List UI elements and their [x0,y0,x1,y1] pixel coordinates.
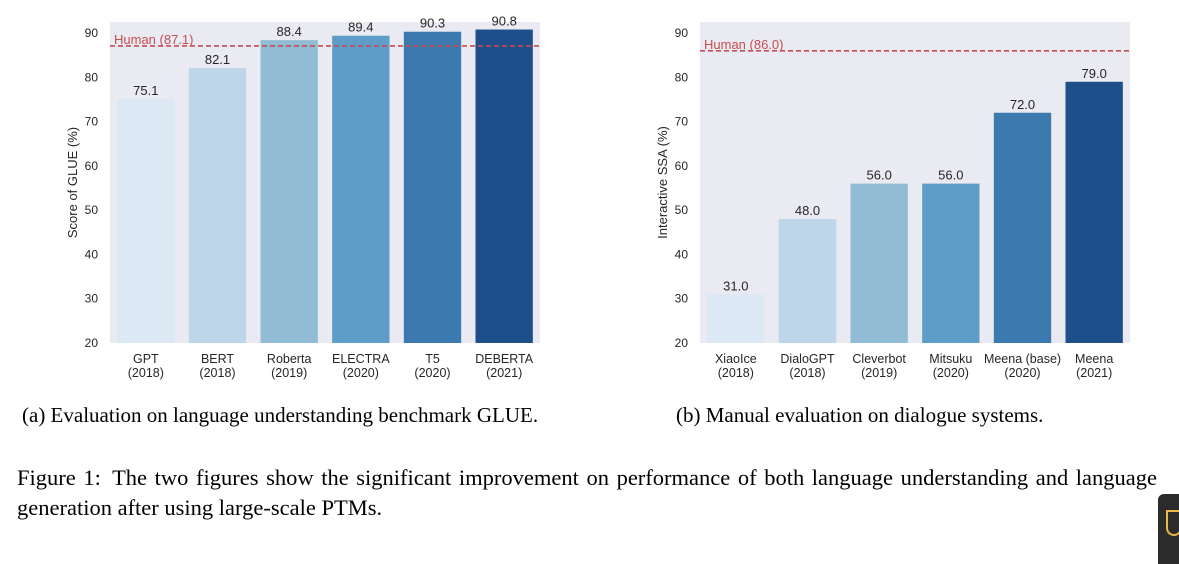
chart1-y-tick-label: 70 [675,115,689,129]
chart1-y-tick-label: 40 [675,247,689,261]
chart1-x-tick-label: DialoGPT [780,352,835,366]
figure-caption: Figure 1: The two figures show the signi… [17,463,1157,523]
chart1-bar-value-label: 31.0 [723,278,748,293]
chart0-bar-value-label: 90.3 [420,16,445,31]
chart1-bar [922,183,980,343]
chart0-bar-value-label: 88.4 [277,24,302,39]
figure-label: Figure 1: [17,465,101,490]
chart1-x-tick-label: Mitsuku [929,352,972,366]
chart1-y-tick-label: 50 [675,203,689,217]
chart0-y-tick-label: 20 [85,336,99,350]
ssa-bar-chart: 20 30 40 50 60 70 80 90 Interactive SSA (%) 31.0 X… [655,22,1130,380]
chart1-y-tick-label: 20 [675,336,689,350]
chart0-bar-value-label: 75.1 [133,83,158,98]
chart0-x-tick-year: (2020) [414,366,450,380]
chart1-bar [778,219,837,343]
chart1-bar-value-label: 79.0 [1082,66,1107,81]
figure-caption-text: The two figures show the significant imp… [17,465,1158,520]
chart1-x-tick-label: Cleverbot [852,352,906,366]
chart0-x-tick-year: (2018) [199,366,235,380]
chart0-x-tick-label: ELECTRA [332,352,390,366]
chart0-y-tick-label: 40 [85,247,99,261]
chart1-y-tick-label: 30 [675,292,689,306]
chart1-bar-value-label: 56.0 [938,168,963,183]
chart1-x-tick-year: (2020) [1004,366,1040,380]
chart1-y-tick-label: 80 [675,70,689,84]
chart0-plot-area [110,22,540,343]
chart0-y-tick-label: 70 [85,115,99,129]
chart0-x-tick-year: (2021) [486,366,522,380]
chart1-x-tick-year: (2018) [718,366,754,380]
chart1-bar-value-label: 56.0 [867,168,892,183]
shield-icon [1166,510,1179,536]
chart0-y-axis-label: Score of GLUE (%) [65,127,80,238]
chart0-x-tick-label: T5 [425,352,440,366]
glue-bar-chart: 20 30 40 50 60 70 80 90 Score of GLUE (%) 75.1 GPT… [65,14,540,380]
chart0-x-tick-year: (2020) [343,366,379,380]
chart1-bar-value-label: 72.0 [1010,97,1035,112]
chart1-y-axis-label: Interactive SSA (%) [655,126,670,239]
chart0-x-tick-year: (2018) [128,366,164,380]
chart0-x-tick-label: GPT [133,352,159,366]
chart1-x-tick-label: XiaoIce [715,352,757,366]
chart1-bar [1065,81,1123,344]
chart1-x-tick-label: Meena [1075,352,1113,366]
chart0-bar [260,40,318,343]
chart0-x-tick-label: BERT [201,352,234,366]
chart0-y-tick-label: 60 [85,159,99,173]
chart0-bar [188,68,247,343]
chart0-bar [332,35,390,343]
chart1-human-reference-label: Human (86.0) [704,37,783,52]
chart0-human-reference-label: Human (87.1) [114,32,193,47]
chart1-x-tick-year: (2018) [789,366,825,380]
chart0-y-tick-label: 90 [85,26,99,40]
chart1-x-tick-year: (2020) [933,366,969,380]
corner-widget[interactable] [1158,494,1179,564]
chart1-plot-area [700,22,1130,343]
chart0-bar [117,99,175,343]
chart0-x-tick-label: Roberta [267,352,312,366]
chart0-y-tick-label: 80 [85,70,99,84]
chart1-y-tick-label: 90 [675,26,689,40]
chart1-bar [993,112,1052,343]
chart0-bar-value-label: 82.1 [205,52,230,67]
chart1-bar-value-label: 48.0 [795,203,820,218]
chart1-y-tick-label: 60 [675,159,689,173]
chart0-y-tick-label: 30 [85,292,99,306]
chart0-bar [403,31,462,343]
chart0-y-tick-label: 50 [85,203,99,217]
chart0-bar [475,29,533,344]
chart1-bar [707,294,765,343]
chart0-bar-value-label: 89.4 [348,20,373,35]
chart1-bar [850,183,908,343]
chart1-x-tick-year: (2019) [861,366,897,380]
chart1-x-tick-year: (2021) [1076,366,1112,380]
chart0-x-tick-year: (2019) [271,366,307,380]
subfigure-caption-a: (a) Evaluation on language understanding… [22,403,539,427]
subfigure-caption-b: (b) Manual evaluation on dialogue system… [676,403,1044,427]
chart0-bar-value-label: 90.8 [492,14,517,29]
chart0-x-tick-label: DEBERTA [475,352,534,366]
chart1-x-tick-label: Meena (base) [984,352,1061,366]
